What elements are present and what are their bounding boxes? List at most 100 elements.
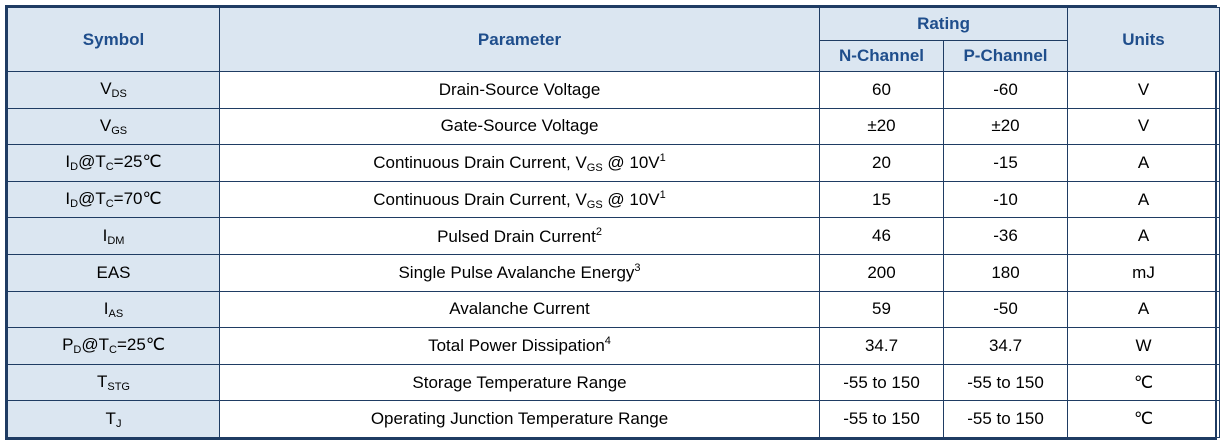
- symbol-subscript: D: [70, 198, 79, 211]
- symbol-cell: TSTG: [7, 363, 220, 402]
- parameter-cell: Gate-Source Voltage: [219, 107, 820, 146]
- symbol-condition-value: =25℃: [113, 152, 162, 172]
- symbol-main: I: [103, 298, 109, 318]
- parameter-cell: Operating Junction Temperature Range: [219, 400, 820, 438]
- n-channel-value: -55 to 150: [819, 363, 944, 402]
- header-p-channel: P-Channel: [942, 40, 1069, 72]
- symbol-condition-subscript: C: [105, 161, 114, 174]
- symbol-subscript: GS: [111, 124, 128, 137]
- header-n-channel: N-Channel: [819, 40, 944, 72]
- parameter-text: Total Power Dissipation: [428, 336, 605, 356]
- p-channel-value: -55 to 150: [942, 363, 1069, 402]
- parameter-cell: Continuous Drain Current, VGS @ 10V1: [219, 144, 820, 182]
- symbol-cell: EAS: [7, 253, 220, 292]
- symbol-cell: PD@TC=25℃: [7, 327, 220, 365]
- table-row: EAS Single Pulse Avalanche Energy3 200 180 m…: [7, 253, 1221, 292]
- symbol-cell: IDM: [7, 217, 220, 255]
- symbol-condition-subscript: C: [105, 198, 114, 211]
- parameter-text: Gate-Source Voltage: [440, 116, 599, 136]
- parameter-condition: @ 10V: [602, 152, 660, 172]
- table-row: PD@TC=25℃ Total Power Dissipation4 34.7 34.…: [7, 327, 1221, 365]
- table-row: VDS Drain-Source Voltage 60 -60 V: [7, 71, 1221, 109]
- absolute-max-ratings-table: Symbol Parameter Rating Units N-Channel …: [7, 7, 1221, 438]
- symbol-subscript: D: [70, 161, 79, 174]
- symbol-main: I: [102, 225, 108, 245]
- unit-cell: A: [1067, 290, 1221, 329]
- table-row: ID@TC=70℃ Continuous Drain Current, VGS @…: [7, 180, 1221, 219]
- symbol-condition: @T: [81, 335, 110, 355]
- p-channel-value: -55 to 150: [942, 400, 1069, 438]
- table-row: VGS Gate-Source Voltage ±20 ±20 V: [7, 107, 1221, 146]
- symbol-subscript: DM: [107, 234, 125, 247]
- header-units: Units: [1067, 7, 1221, 72]
- symbol-condition: @T: [78, 189, 106, 209]
- symbol-subscript: AS: [108, 307, 124, 320]
- parameter-cell: Continuous Drain Current, VGS @ 10V1: [219, 180, 820, 219]
- symbol-subscript: DS: [111, 88, 127, 101]
- n-channel-value: 20: [819, 144, 944, 182]
- symbol-main: V: [100, 79, 112, 99]
- unit-cell: V: [1067, 71, 1221, 109]
- header-rating: Rating: [818, 7, 1069, 41]
- symbol-cell: ID@TC=70℃: [7, 180, 220, 219]
- symbol-subscript: D: [73, 344, 82, 357]
- parameter-footnote: 2: [595, 225, 602, 238]
- symbol-cell: VDS: [7, 71, 220, 109]
- p-channel-value: 180: [942, 253, 1069, 292]
- symbol-condition-value: =25℃: [116, 335, 165, 355]
- symbol-main: EAS: [96, 262, 131, 282]
- parameter-text: Storage Temperature Range: [412, 372, 627, 392]
- unit-cell: W: [1067, 327, 1221, 365]
- unit-cell: A: [1067, 180, 1221, 219]
- n-channel-value: 60: [819, 71, 944, 109]
- symbol-main: V: [99, 115, 112, 135]
- p-channel-value: -15: [942, 144, 1069, 182]
- unit-cell: A: [1067, 217, 1221, 255]
- n-channel-value: -55 to 150: [819, 400, 944, 438]
- table-row: IAS Avalanche Current 59 -50 A: [7, 290, 1221, 329]
- unit-cell: A: [1067, 144, 1221, 182]
- n-channel-value: 34.7: [819, 327, 944, 365]
- parameter-footnote: 4: [604, 335, 611, 348]
- symbol-main: I: [65, 189, 71, 209]
- parameter-text: Single Pulse Avalanche Energy: [398, 263, 635, 283]
- p-channel-value: -36: [942, 217, 1069, 255]
- parameter-text: Drain-Source Voltage: [438, 79, 601, 99]
- symbol-cell: IAS: [7, 290, 220, 329]
- symbol-condition: @T: [78, 152, 106, 172]
- symbol-main: T: [96, 372, 108, 392]
- parameter-text: Continuous Drain Current, V: [373, 189, 587, 209]
- parameter-subscript: GS: [586, 161, 603, 174]
- parameter-cell: Pulsed Drain Current2: [219, 217, 820, 255]
- parameter-footnote: 1: [659, 151, 666, 164]
- parameter-text: Operating Junction Temperature Range: [370, 409, 669, 429]
- n-channel-value: 200: [819, 253, 944, 292]
- symbol-main: T: [105, 408, 116, 428]
- parameter-cell: Storage Temperature Range: [219, 363, 820, 402]
- parameter-cell: Drain-Source Voltage: [219, 71, 820, 109]
- unit-cell: V: [1067, 107, 1221, 146]
- symbol-cell: ID@TC=25℃: [7, 144, 220, 182]
- symbol-condition-subscript: C: [109, 344, 117, 357]
- ratings-table-frame: Symbol Parameter Rating Units N-Channel …: [5, 5, 1221, 440]
- symbol-main: I: [65, 152, 71, 172]
- p-channel-value: ±20: [942, 107, 1069, 146]
- symbol-subscript: STG: [107, 381, 130, 394]
- parameter-footnote: 1: [659, 188, 666, 201]
- parameter-cell: Single Pulse Avalanche Energy3: [219, 253, 820, 292]
- table-row: IDM Pulsed Drain Current2 46 -36 A: [7, 217, 1221, 255]
- header-symbol: Symbol: [7, 7, 220, 72]
- p-channel-value: -60: [942, 71, 1069, 109]
- unit-cell: mJ: [1067, 253, 1221, 292]
- parameter-subscript: GS: [586, 198, 603, 211]
- parameter-cell: Total Power Dissipation4: [219, 327, 820, 365]
- p-channel-value: -50: [942, 290, 1069, 329]
- symbol-cell: VGS: [7, 107, 220, 146]
- table-row: TSTG Storage Temperature Range -55 to 150-…: [7, 363, 1221, 402]
- p-channel-value: -10: [942, 180, 1069, 219]
- n-channel-value: 46: [819, 217, 944, 255]
- parameter-footnote: 3: [634, 262, 641, 275]
- table-row: TJ Operating Junction Temperature Range -5…: [7, 400, 1221, 438]
- header-parameter: Parameter: [219, 7, 820, 72]
- parameter-cell: Avalanche Current: [219, 290, 820, 329]
